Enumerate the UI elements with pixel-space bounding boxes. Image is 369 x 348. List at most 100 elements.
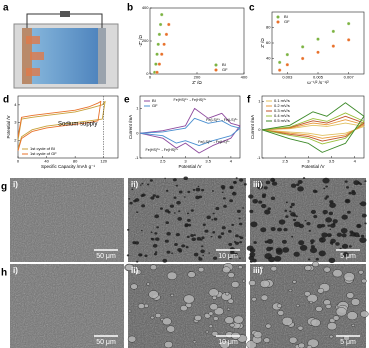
annotation: Fe(HS)²⁺→Fe(HS)³⁺	[174, 98, 207, 102]
pore	[196, 237, 202, 241]
panel-label: d	[3, 95, 9, 106]
pore	[250, 221, 258, 228]
pore	[283, 227, 288, 232]
pore	[235, 234, 239, 238]
data-line	[261, 122, 365, 136]
particle	[251, 297, 257, 302]
pore	[185, 245, 189, 249]
legend-label: 1st cycle of BI	[30, 146, 55, 151]
pore	[236, 209, 241, 213]
y-axis-title: Z' /Ω	[260, 38, 265, 48]
pore	[235, 177, 238, 179]
particle	[259, 279, 270, 288]
data-point	[159, 12, 164, 17]
pore	[159, 207, 163, 210]
pore	[229, 257, 232, 260]
scale-label: 10 μm	[218, 253, 238, 260]
x-tick-label: 40	[44, 159, 49, 164]
scale-label: 50 μm	[96, 339, 116, 346]
pore	[281, 239, 287, 244]
panel-label: g	[1, 182, 7, 193]
pore	[295, 215, 298, 218]
pore	[335, 242, 340, 246]
particle	[315, 306, 323, 312]
legend-label: 0.4 mV/s	[274, 113, 290, 118]
data-point	[157, 62, 162, 66]
pore	[361, 213, 367, 218]
particle	[270, 265, 278, 272]
pore	[332, 219, 338, 224]
pore	[310, 242, 314, 245]
legend-label: 0.1 mV/s	[274, 98, 290, 103]
pore	[220, 232, 225, 235]
particle	[209, 303, 219, 311]
data-line	[139, 117, 241, 147]
legend-label: BI	[222, 62, 226, 67]
panel-label: a	[3, 3, 9, 14]
sem-tag: iii)	[253, 266, 263, 275]
legend-label: 1st cycle of GF	[30, 151, 57, 156]
x-tick-label: 3	[184, 159, 187, 164]
particle	[325, 303, 332, 309]
pore	[183, 196, 186, 198]
particle	[219, 340, 231, 348]
pore	[167, 210, 171, 214]
particle	[229, 323, 235, 328]
data-point	[167, 22, 171, 27]
data-point	[331, 44, 336, 48]
data-line	[139, 107, 241, 154]
pore	[339, 247, 342, 250]
pore	[268, 256, 276, 263]
pore	[329, 200, 334, 204]
pore	[257, 181, 263, 185]
pore	[201, 236, 205, 240]
pore	[321, 240, 324, 243]
legend-marker	[214, 63, 218, 67]
panel-label: b	[127, 3, 133, 14]
legend-label: GF	[152, 103, 158, 108]
data-point	[154, 62, 158, 66]
battery-schematic	[13, 11, 119, 89]
pore	[252, 258, 257, 263]
data-point	[300, 45, 305, 49]
pore	[347, 210, 351, 214]
particle	[351, 323, 355, 327]
pore	[186, 212, 190, 215]
sem-tag: ii)	[131, 180, 138, 189]
pore	[215, 206, 220, 211]
particle	[292, 280, 297, 284]
pore	[213, 256, 218, 260]
pore	[165, 221, 170, 225]
particle	[312, 261, 319, 268]
scale-label: 5 μm	[340, 253, 356, 260]
data-point	[300, 56, 305, 61]
x-tick-label: 0.003	[282, 75, 293, 80]
pore	[320, 237, 324, 240]
sem-image: ii) 10 μm	[126, 176, 247, 263]
pore	[190, 234, 194, 237]
sem-image: iii) 5 μm	[246, 177, 367, 264]
y-axis-title: Current /mA	[250, 115, 255, 139]
pore	[344, 180, 348, 183]
pore	[318, 250, 326, 257]
particle	[233, 315, 244, 324]
scale-label: 5 μm	[340, 339, 356, 346]
pore	[249, 209, 254, 213]
pore	[325, 185, 328, 188]
pore	[308, 229, 311, 232]
pore	[342, 252, 349, 258]
pore	[336, 232, 343, 237]
pore	[242, 207, 244, 209]
y-tick-label: 0	[258, 127, 261, 132]
pore	[264, 240, 269, 244]
legend-label: BI	[152, 98, 156, 103]
plot-frame	[139, 95, 241, 159]
pore	[140, 229, 143, 232]
particle	[298, 342, 305, 348]
particle	[127, 309, 132, 313]
sem-tag: ii)	[131, 266, 138, 275]
particle	[276, 303, 283, 308]
legend-marker	[214, 68, 218, 72]
pore	[150, 231, 153, 234]
x-axis-title: Potential /V	[178, 164, 201, 169]
